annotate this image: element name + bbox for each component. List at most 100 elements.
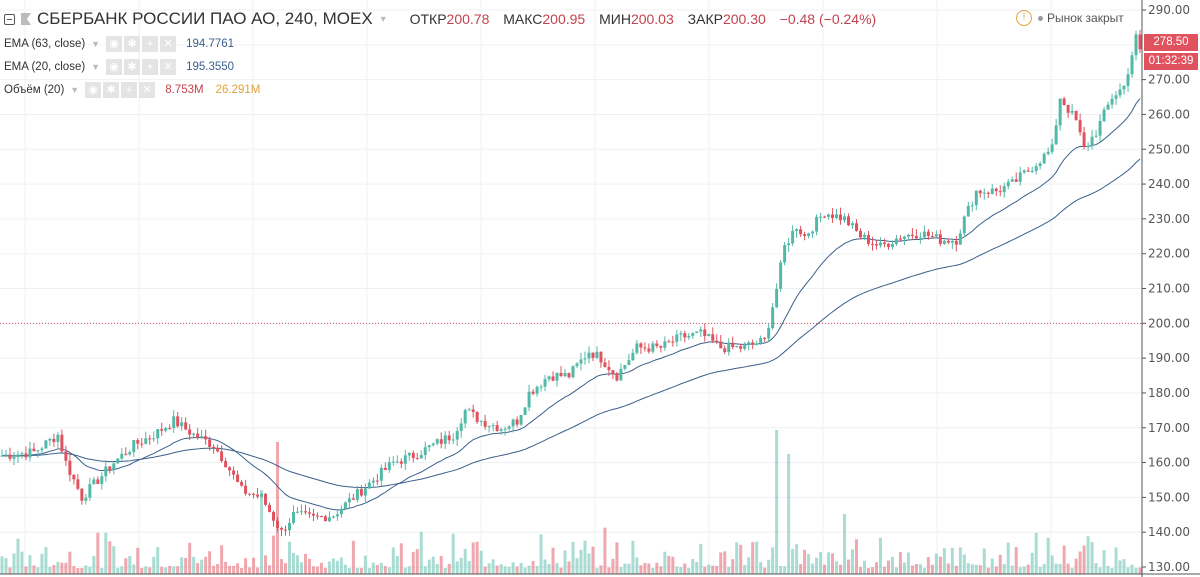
- volume-bar: [295, 555, 299, 574]
- candle-body: [8, 454, 12, 459]
- volume-bar: [823, 564, 827, 574]
- candle-body: [982, 192, 986, 194]
- chevron-down-icon[interactable]: ▼: [378, 14, 388, 24]
- candle-body: [280, 527, 284, 530]
- collapse-icon[interactable]: [4, 13, 15, 25]
- indicator-label[interactable]: Объём (20): [4, 83, 65, 96]
- volume-bar: [100, 567, 104, 574]
- chevron-down-icon[interactable]: ▼: [91, 61, 101, 72]
- high-value: 200.95: [542, 11, 586, 27]
- volume-bar: [379, 562, 383, 574]
- y-tick-label: 190.00: [1148, 351, 1190, 365]
- candle-body: [595, 351, 599, 358]
- volume-bar: [679, 567, 683, 574]
- gear-icon[interactable]: ✱: [124, 35, 141, 52]
- volume-bar: [1062, 545, 1066, 574]
- candle-body: [723, 348, 727, 353]
- candle-body: [467, 409, 471, 411]
- candle-body: [787, 243, 791, 246]
- candle-body: [268, 504, 272, 512]
- volume-bar: [1046, 537, 1050, 574]
- gear-icon[interactable]: ✱: [124, 58, 141, 75]
- volume-bar: [934, 553, 938, 574]
- volume-bar: [268, 565, 272, 574]
- symbol-title[interactable]: СБЕРБАНК РОССИИ ПАО АО, 240, MOEX: [37, 9, 373, 28]
- volume-bar: [882, 566, 886, 574]
- plus-icon[interactable]: +: [142, 58, 159, 75]
- chevron-down-icon[interactable]: ▼: [70, 84, 80, 95]
- volume-bar: [691, 558, 695, 574]
- candle-body: [327, 517, 331, 522]
- close-icon[interactable]: ✕: [139, 81, 156, 98]
- volume-bar: [76, 567, 80, 574]
- volume-bar: [299, 562, 303, 574]
- volume-bar: [699, 543, 703, 574]
- volume-bar: [256, 567, 260, 574]
- volume-bar: [307, 558, 311, 574]
- volume-bar: [978, 565, 982, 574]
- plus-icon[interactable]: +: [121, 81, 138, 98]
- candle-body: [1114, 95, 1118, 99]
- volume-bar: [1050, 555, 1054, 574]
- close-icon[interactable]: ✕: [160, 58, 177, 75]
- candle-body: [675, 334, 679, 342]
- candle-body: [779, 262, 783, 289]
- volume-bar: [627, 563, 631, 574]
- candle-body: [1122, 85, 1126, 90]
- candle-body: [683, 333, 687, 338]
- indicator-value: 195.3550: [186, 60, 235, 73]
- volume-bar: [958, 547, 962, 574]
- candle-body: [827, 214, 831, 217]
- candle-body: [1130, 55, 1134, 75]
- candle-body: [962, 216, 966, 234]
- volume-bar: [615, 542, 619, 574]
- eye-icon[interactable]: ◉: [106, 35, 123, 52]
- volume-bar: [970, 564, 974, 574]
- plus-icon[interactable]: +: [142, 35, 159, 52]
- candle-body: [92, 479, 96, 485]
- candle-body: [232, 470, 236, 475]
- gear-icon[interactable]: ✱: [103, 81, 120, 98]
- y-tick-label: 150.00: [1148, 490, 1190, 504]
- volume-bar: [511, 562, 515, 574]
- close-icon[interactable]: ✕: [160, 35, 177, 52]
- volume-bar: [619, 567, 623, 574]
- volume-bar: [974, 564, 978, 574]
- volume-bar: [64, 562, 68, 574]
- candle-body: [946, 240, 950, 243]
- chevron-down-icon[interactable]: ▼: [91, 38, 101, 49]
- candle-body: [264, 493, 268, 505]
- volume-bar: [355, 567, 359, 574]
- volume-bar: [32, 565, 36, 574]
- flag-icon[interactable]: [21, 13, 31, 25]
- volume-bar: [563, 550, 567, 574]
- candle-body: [767, 327, 771, 339]
- indicator-label[interactable]: EMA (20, close): [4, 60, 86, 73]
- volume-bar: [252, 557, 256, 574]
- volume-bar: [423, 566, 427, 574]
- volume-bar: [950, 547, 954, 574]
- warning-icon[interactable]: !: [1016, 10, 1032, 26]
- volume-bar: [499, 564, 503, 574]
- volume-bar: [347, 567, 351, 574]
- candle-body: [172, 416, 176, 428]
- market-status[interactable]: ! Рынок закрыт: [1016, 10, 1124, 26]
- candle-body: [459, 423, 463, 431]
- eye-icon[interactable]: ◉: [106, 58, 123, 75]
- volume-bar: [419, 531, 423, 574]
- volume-bar: [287, 541, 291, 574]
- volume-bar: [44, 546, 48, 574]
- volume-bar: [88, 566, 92, 574]
- candle-body: [703, 329, 707, 337]
- candle-body: [563, 373, 567, 377]
- volume-bar: [435, 563, 439, 574]
- volume-bar: [739, 544, 743, 574]
- candle-body: [1106, 104, 1110, 110]
- volume-bar: [966, 563, 970, 574]
- eye-icon[interactable]: ◉: [85, 81, 102, 98]
- indicator-label[interactable]: EMA (63, close): [4, 37, 86, 50]
- close-label: ЗАКР: [687, 11, 723, 27]
- volume-bar: [8, 567, 12, 574]
- volume-bar: [523, 567, 527, 574]
